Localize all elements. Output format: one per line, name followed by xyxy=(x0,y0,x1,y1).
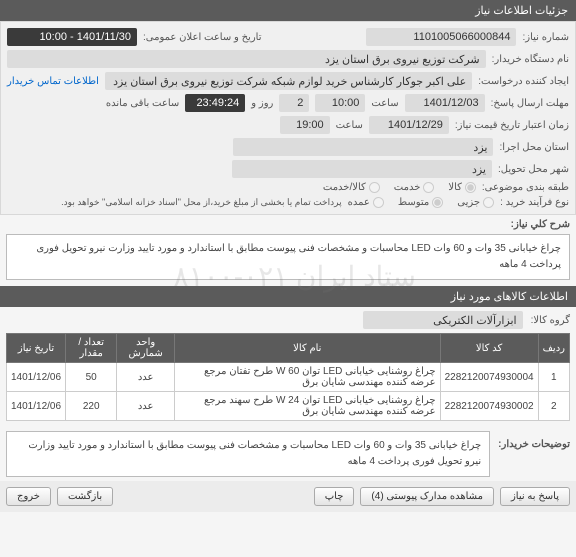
back-button[interactable]: بازگشت xyxy=(57,487,113,506)
table-cell: 2282120074930004 xyxy=(440,363,538,392)
contact-link[interactable]: اطلاعات تماس خریدار xyxy=(7,76,99,87)
announce-label: تاریخ و ساعت اعلان عمومی: xyxy=(143,32,262,43)
validity-label: زمان اعتبار تاریخ قیمت نیاز: xyxy=(455,120,569,131)
table-cell: چراغ روشنایی خیابانی LED توان W 60 طرح ت… xyxy=(175,363,441,392)
table-header: ردیف xyxy=(538,334,569,363)
validity-date: 1401/12/29 xyxy=(369,116,449,134)
table-cell: 1 xyxy=(538,363,569,392)
form-area: شماره نیاز: 1101005066000844 تاریخ و ساع… xyxy=(0,21,576,215)
need-number-label: شماره نیاز: xyxy=(522,32,569,43)
items-table: ردیفکد کالانام کالاواحد شمارشتعداد / مقد… xyxy=(6,333,570,421)
table-cell: عدد xyxy=(117,392,175,421)
table-cell: 50 xyxy=(66,363,117,392)
exit-button[interactable]: خروج xyxy=(6,487,51,506)
table-header: واحد شمارش xyxy=(117,334,175,363)
group-label: گروه کالا: xyxy=(531,315,570,326)
process-radio-group: جزیی متوسط عمده xyxy=(348,197,495,208)
table-cell: 2 xyxy=(538,392,569,421)
deliv-city-label: شهر محل تحویل: xyxy=(498,164,569,175)
org-label: نام دستگاه خریدار: xyxy=(492,54,569,65)
org-value: شرکت توزیع نیروی برق استان یزد xyxy=(7,50,486,68)
pay-note: پرداخت تمام یا بخشی از مبلغ خرید،از محل … xyxy=(7,197,342,208)
section-header-details: جزئیات اطلاعات نیاز xyxy=(0,0,576,21)
deadline-date: 1401/12/03 xyxy=(405,94,485,112)
deadline-label: مهلت ارسال پاسخ: xyxy=(491,98,569,109)
remain-label: ساعت باقی مانده xyxy=(106,98,179,109)
radio-option[interactable]: کالا xyxy=(448,182,476,193)
button-bar: پاسخ به نیاز مشاهده مدارک پیوستی (4) چاپ… xyxy=(0,481,576,512)
table-header: کد کالا xyxy=(440,334,538,363)
buyer-note-box: چراغ خیابانی 35 وات و 60 وات LED محاسبات… xyxy=(6,431,490,477)
print-button[interactable]: چاپ xyxy=(314,487,355,506)
deadline-countdown: 23:49:24 xyxy=(185,94,245,112)
table-header: تاریخ نیاز xyxy=(7,334,66,363)
hour-label-1: ساعت xyxy=(371,98,398,109)
table-cell: چراغ روشنایی خیابانی LED توان W 24 طرح س… xyxy=(175,392,441,421)
process-label: نوع فرآیند خرید : xyxy=(500,197,569,208)
day-label: روز و xyxy=(251,98,273,109)
desc-title: شرح کلي نياز: xyxy=(511,219,570,230)
table-cell: 1401/12/06 xyxy=(7,363,66,392)
exec-loc-label: استان محل اجرا: xyxy=(499,142,569,153)
table-header: تعداد / مقدار xyxy=(66,334,117,363)
table-cell: 220 xyxy=(66,392,117,421)
hour-label-2: ساعت xyxy=(336,120,363,131)
deadline-time: 10:00 xyxy=(315,94,365,112)
table-row: 12282120074930004چراغ روشنایی خیابانی LE… xyxy=(7,363,570,392)
radio-option[interactable]: عمده xyxy=(348,197,384,208)
reply-button[interactable]: پاسخ به نیاز xyxy=(500,487,570,506)
table-row: 22282120074930002چراغ روشنایی خیابانی LE… xyxy=(7,392,570,421)
validity-time: 19:00 xyxy=(280,116,330,134)
radio-option[interactable]: جزیی xyxy=(457,197,494,208)
classify-label: طبقه بندی موضوعی: xyxy=(482,182,569,193)
section-header-items: اطلاعات کالاهای مورد نیاز xyxy=(0,286,576,307)
desc-box: چراغ خیابانی 35 وات و 60 وات LED محاسبات… xyxy=(6,234,570,280)
deliv-city-value: یزد xyxy=(232,160,492,178)
radio-option[interactable]: متوسط xyxy=(398,197,443,208)
creator-label: ایجاد کننده درخواست: xyxy=(478,76,569,87)
buyer-note-label: توضیحات خریدار: xyxy=(498,431,570,450)
table-cell: 1401/12/06 xyxy=(7,392,66,421)
radio-option[interactable]: خدمت xyxy=(394,182,435,193)
deadline-days: 2 xyxy=(279,94,309,112)
announce-value: 1401/11/30 - 10:00 xyxy=(7,28,137,46)
table-cell: 2282120074930002 xyxy=(440,392,538,421)
exec-loc-value: یزد xyxy=(233,138,493,156)
creator-value: علی اکبر جوکار کارشناس خرید لوازم شبکه ش… xyxy=(105,72,472,90)
radio-option[interactable]: کالا/خدمت xyxy=(323,182,380,193)
need-number-value: 1101005066000844 xyxy=(366,28,516,46)
attachments-button[interactable]: مشاهده مدارک پیوستی (4) xyxy=(360,487,494,506)
table-cell: عدد xyxy=(117,363,175,392)
group-value: ابزارآلات الکتریکی xyxy=(363,311,523,329)
table-header: نام کالا xyxy=(175,334,441,363)
classify-radio-group: کالا خدمت کالا/خدمت xyxy=(323,182,476,193)
